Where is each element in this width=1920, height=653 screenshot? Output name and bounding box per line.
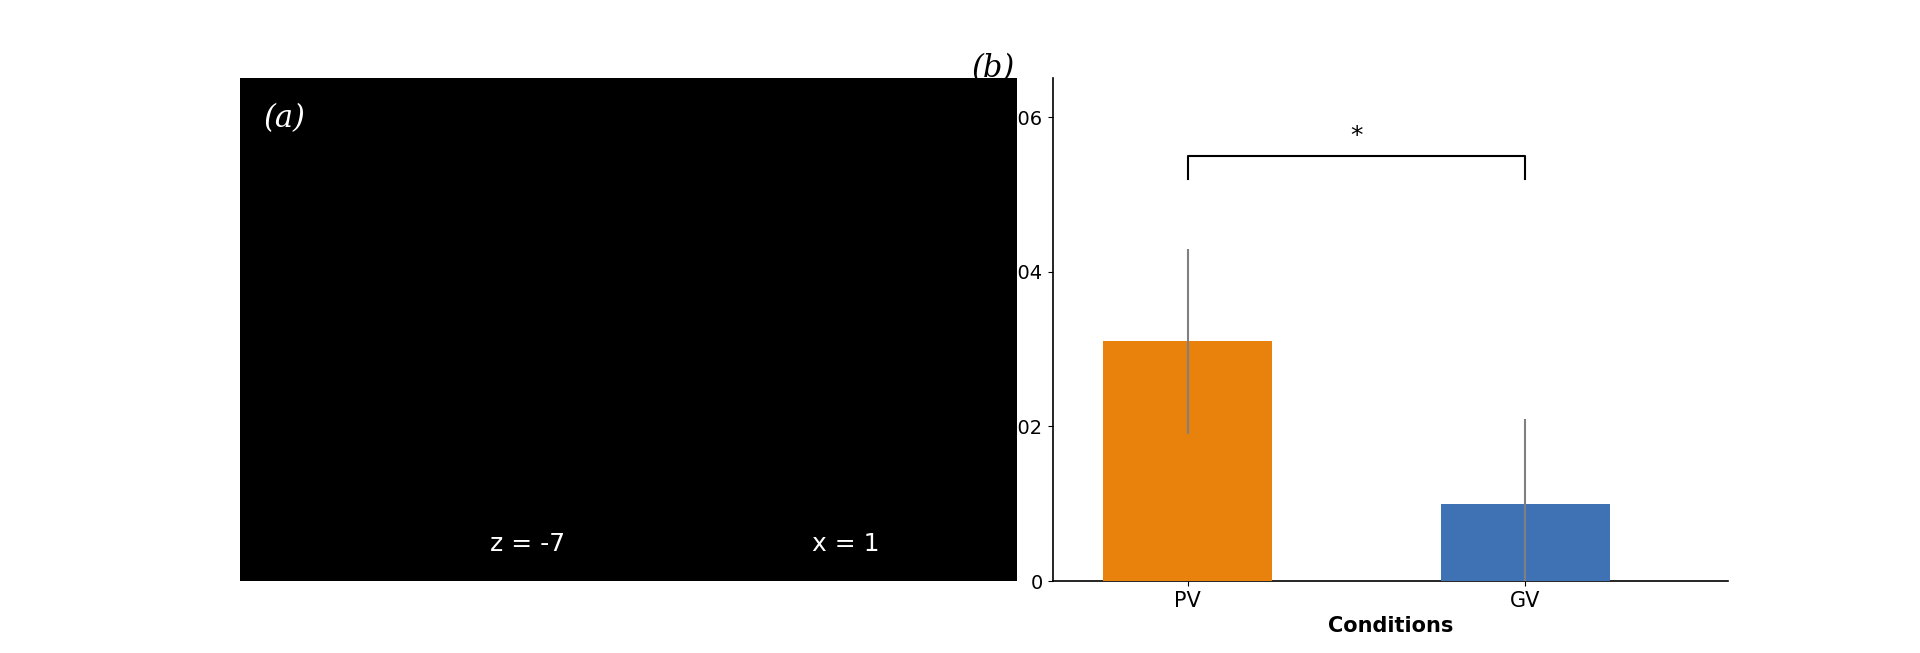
Text: z = -7: z = -7 xyxy=(490,532,564,556)
Text: (b): (b) xyxy=(972,53,1016,84)
Text: (a): (a) xyxy=(263,103,305,135)
Y-axis label: Activation(β) in VTA: Activation(β) in VTA xyxy=(970,227,989,433)
Bar xyxy=(1442,504,1609,581)
Bar xyxy=(1104,342,1273,581)
Text: x = 1: x = 1 xyxy=(812,532,879,556)
Text: *: * xyxy=(1350,124,1363,148)
X-axis label: Conditions: Conditions xyxy=(1329,616,1453,637)
